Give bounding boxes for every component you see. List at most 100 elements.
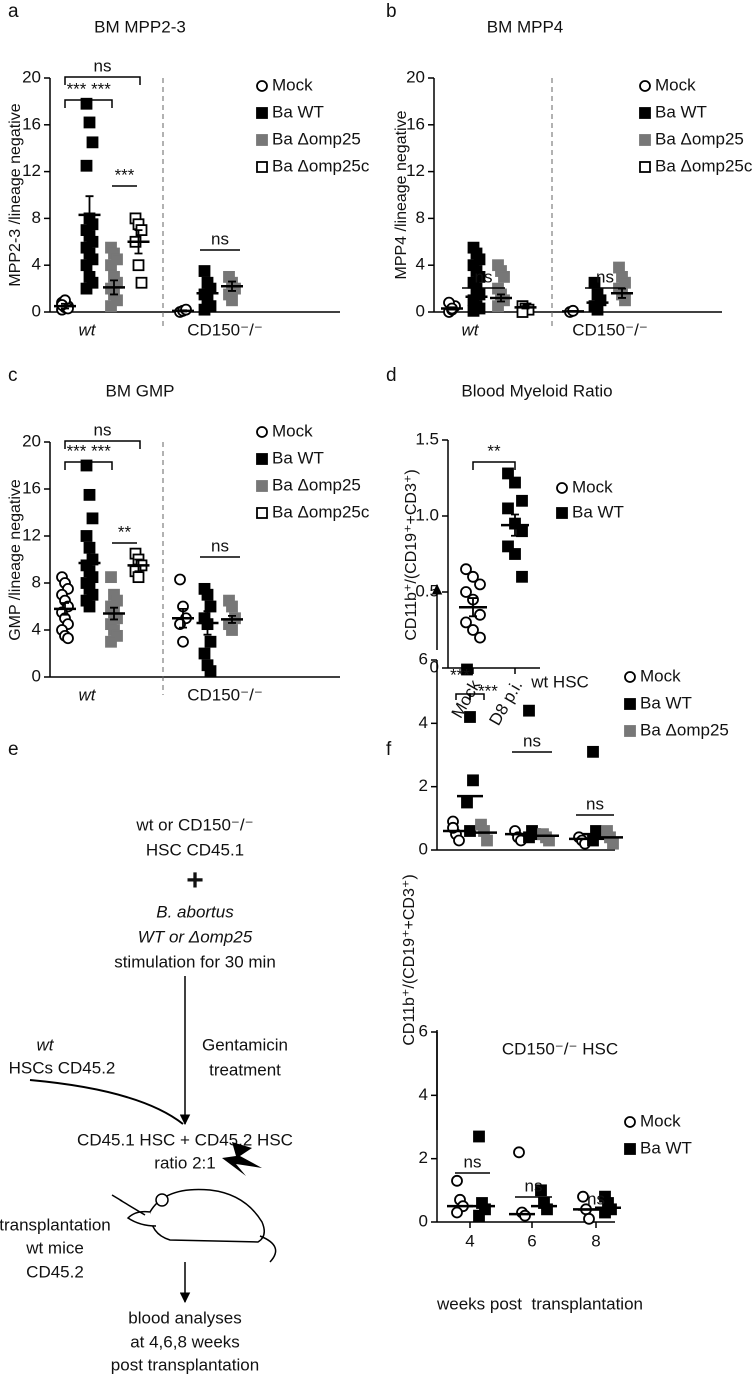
y-tick-label: 20 [22,431,41,450]
legend-label: Ba Δomp25c [272,156,370,175]
data-point [132,259,145,272]
data-point [105,300,117,313]
significance-label: *** [91,441,111,460]
significance-label: ns [523,731,541,750]
y-tick-label: 4 [419,1085,428,1104]
legend-label: Mock [272,421,313,440]
y-tick-label: 4 [32,619,41,638]
data-point [80,259,93,272]
panel-label: c [8,365,18,386]
legend-label: Ba WT [640,693,692,712]
diagram-text: at 4,6,8 weeks [130,1332,240,1351]
error-bar [134,229,143,255]
data-point [80,530,93,542]
data-point [577,1190,589,1203]
data-point [619,294,631,307]
y-tick-label: 1.0 [415,505,439,524]
y-axis-label: MPP4 /lineage negative [393,110,410,279]
y-tick-label: 4 [416,255,425,274]
y-tick-label: 0 [419,1211,428,1230]
y-tick-label: 8 [32,572,41,591]
diagram-text: CD45.1 HSC + CD45.2 HSC [77,1130,293,1149]
diagram-text: CD45.2 [26,1262,84,1281]
error-bar [85,551,94,575]
y-tick-label: 16 [22,478,41,497]
data-point [177,635,189,648]
chart-title: BM GMP [106,381,175,400]
data-point [607,837,619,850]
y-tick-label: 16 [22,114,41,133]
data-point [516,570,528,583]
data-point [460,563,472,576]
data-point [105,259,117,272]
y-axis-label: CD11b⁺/(CD19⁺+CD3⁺) [403,469,420,640]
data-point [451,1174,463,1187]
data-point [204,635,217,648]
data-point [204,665,217,678]
data-point [198,303,211,316]
panel-e: e wt or CD150⁻/⁻ HSC CD45.1 + B. abortus… [0,739,293,1374]
data-point [464,825,476,837]
chart-title: wt HSC [530,672,589,691]
significance-label: ns [525,1176,543,1195]
error-bar [228,615,236,624]
data-point [451,1206,463,1219]
panel-label: f [386,739,392,760]
data-point [502,467,514,480]
significance-label: ns [586,794,604,813]
legend-marker [256,107,268,119]
data-point [461,796,473,809]
legend-label: Ba Δomp25 [272,129,361,148]
y-tick-label: 12 [22,161,41,180]
significance-bracket [89,99,113,108]
y-axis-label: GMP /lineage negative [7,479,24,641]
legend-label: Ba Δomp25 [272,475,361,494]
diagram-text: stimulation for 30 min [114,952,276,971]
data-point [474,631,486,644]
data-point [198,647,211,660]
diagram-text: blood analyses [128,1308,241,1327]
legend-marker [556,482,568,494]
legend-marker [624,671,636,683]
data-point [587,834,599,847]
significance-label: ** [118,522,132,541]
data-point [83,116,96,129]
legend-marker [256,507,268,519]
legend-label: Ba WT [272,102,324,121]
y-tick-label: 20 [406,67,425,86]
lightning-icon [222,1142,262,1176]
diagram-text: transplantation [0,1215,111,1234]
legend-marker [256,453,268,465]
legend-label: Ba Δomp25c [655,156,752,175]
diagram-text: B. abortus [156,902,234,921]
x-tick-label: CD150⁻/⁻ [187,685,263,704]
data-point [80,459,93,472]
y-tick-label: 8 [32,208,41,227]
diagram-text: post transplantation [111,1355,259,1374]
legend-marker [256,134,268,146]
x-tick-label: wt [462,320,480,339]
significance-label: ns [94,420,112,439]
data-point [453,834,465,847]
data-point [62,632,74,645]
significance-bracket [472,461,516,470]
error-bar [569,310,577,313]
data-point [80,159,93,172]
data-point [461,663,473,676]
x-tick-label: CD150⁻/⁻ [572,320,648,339]
data-point [587,745,599,758]
legend-marker [639,80,651,92]
legend-label: Ba WT [655,102,707,121]
error-bar [179,309,187,313]
panel-label: b [386,1,397,22]
significance-bracket [64,440,141,449]
significance-label: *** [478,681,498,700]
error-bar [521,305,530,310]
legend-marker [256,426,268,438]
error-bar [134,558,143,573]
data-point [509,548,521,560]
legend-marker [624,1143,636,1155]
significance-label: *** [450,665,470,684]
mouse-icon [111,1188,277,1263]
